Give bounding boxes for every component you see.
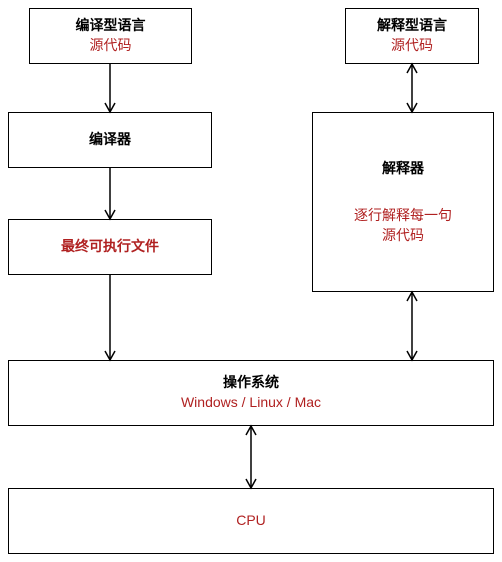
node-os: 操作系统 Windows / Linux / Mac <box>8 360 494 426</box>
label-os-sub: Windows / Linux / Mac <box>181 393 321 413</box>
label-os-title: 操作系统 <box>223 373 279 393</box>
label-compiled-sub: 源代码 <box>90 36 132 56</box>
label-compiler: 编译器 <box>89 130 131 150</box>
label-compiled-title: 编译型语言 <box>76 16 146 36</box>
node-cpu: CPU <box>8 488 494 554</box>
label-executable: 最终可执行文件 <box>61 237 159 257</box>
label-interpreter-title: 解释器 <box>382 159 424 179</box>
label-interpreted-title: 解释型语言 <box>377 16 447 36</box>
node-interpreted-source: 解释型语言 源代码 <box>345 8 479 64</box>
node-compiled-source: 编译型语言 源代码 <box>29 8 192 64</box>
node-executable: 最终可执行文件 <box>8 219 212 275</box>
label-interpreted-sub: 源代码 <box>391 36 433 56</box>
node-interpreter: 解释器 逐行解释每一句 源代码 <box>312 112 494 292</box>
label-interpreter-sub1: 逐行解释每一句 <box>354 206 452 226</box>
label-interpreter-sub2: 源代码 <box>382 226 424 246</box>
node-compiler: 编译器 <box>8 112 212 168</box>
label-cpu: CPU <box>236 511 266 531</box>
